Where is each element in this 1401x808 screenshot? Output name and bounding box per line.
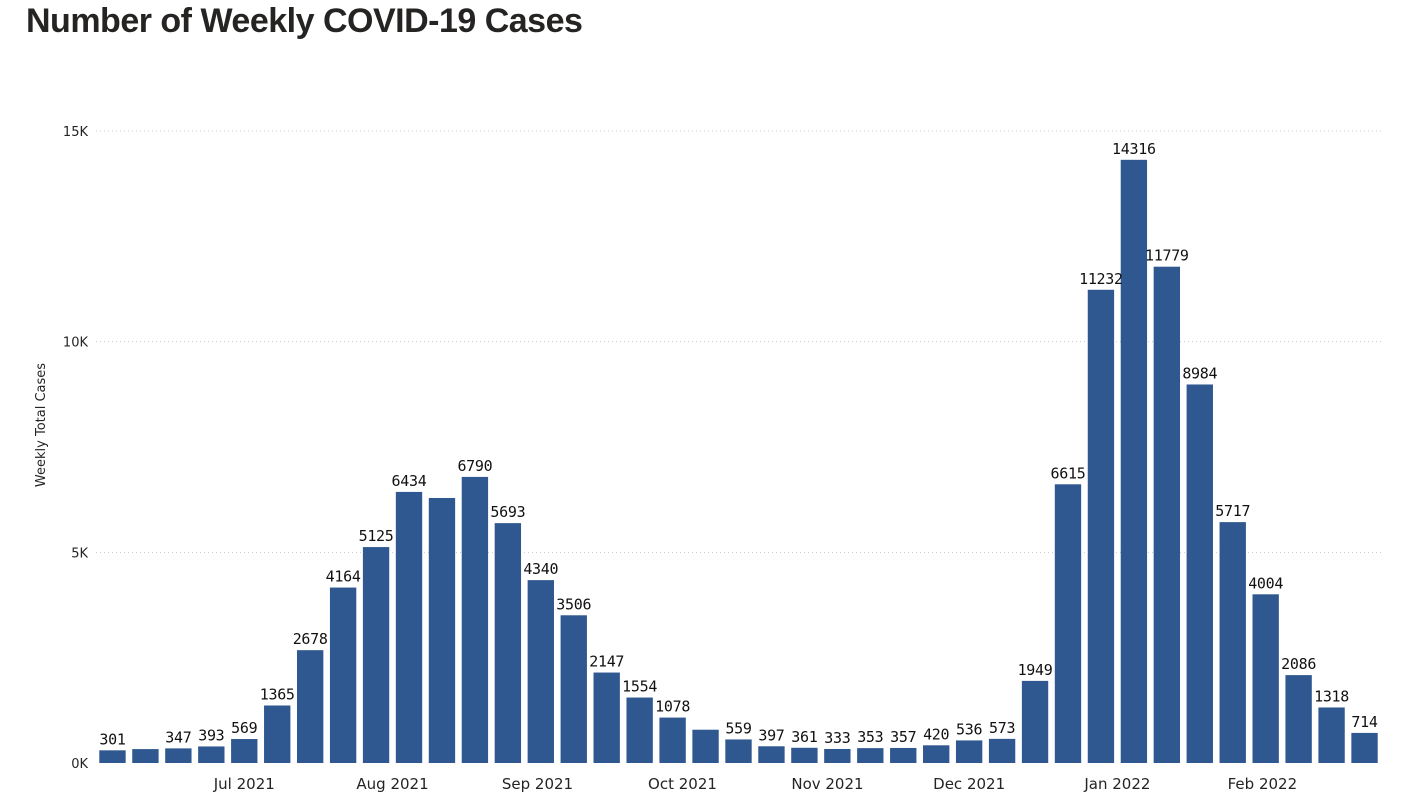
data-label: 420 (923, 725, 949, 743)
bar[interactable] (1021, 680, 1049, 763)
data-label: 4164 (326, 568, 361, 586)
bar[interactable] (1120, 159, 1148, 763)
bar[interactable] (527, 580, 554, 763)
bar[interactable] (923, 745, 950, 763)
data-label: 1318 (1314, 687, 1349, 705)
bars-group (99, 159, 1378, 763)
bar[interactable] (857, 748, 884, 763)
bar[interactable] (461, 476, 489, 763)
data-label: 559 (725, 719, 751, 737)
x-tick-label: Sep 2021 (502, 775, 573, 793)
bar[interactable] (329, 587, 357, 763)
data-label: 333 (824, 729, 850, 747)
data-label: 5717 (1215, 502, 1250, 520)
x-tick-label: Feb 2022 (1228, 775, 1298, 793)
data-label: 5693 (490, 503, 525, 521)
data-label: 11232 (1079, 270, 1123, 288)
y-axis-ticks: 0K 5K 10K 15K (63, 125, 89, 772)
bar[interactable] (1186, 384, 1213, 763)
x-tick-label: Dec 2021 (933, 775, 1005, 793)
bar[interactable] (1087, 289, 1115, 763)
data-label: 393 (198, 726, 224, 744)
bar[interactable] (955, 740, 983, 763)
x-tick-label: Jan 2022 (1083, 775, 1150, 793)
data-label: 4340 (523, 560, 558, 578)
bar[interactable] (362, 547, 390, 763)
y-axis-label: Weekly Total Cases (34, 363, 49, 487)
bar[interactable] (165, 748, 192, 763)
bar[interactable] (1219, 522, 1246, 763)
data-label: 6434 (392, 472, 427, 490)
data-label: 3506 (556, 595, 591, 613)
bar[interactable] (1285, 675, 1312, 763)
data-label: 714 (1351, 713, 1377, 731)
data-label: 14316 (1112, 140, 1156, 158)
data-label: 397 (758, 726, 784, 744)
data-label: 347 (165, 728, 191, 746)
y-tick-label: 15K (63, 125, 89, 140)
x-tick-label: Oct 2021 (648, 775, 717, 793)
data-label: 361 (791, 728, 817, 746)
bar[interactable] (725, 739, 752, 763)
x-tick-label: Aug 2021 (356, 775, 428, 793)
data-label: 2086 (1281, 655, 1316, 673)
bar[interactable] (231, 739, 258, 763)
bar[interactable] (296, 650, 324, 763)
data-label: 6615 (1051, 464, 1086, 482)
bar[interactable] (428, 497, 456, 763)
bar[interactable] (132, 749, 159, 763)
bar[interactable] (395, 491, 423, 763)
y-tick-label: 10K (63, 336, 89, 351)
data-label: 6790 (457, 457, 492, 475)
x-tick-label: Nov 2021 (791, 775, 863, 793)
y-tick-label: 0K (71, 757, 88, 772)
data-label: 2678 (293, 630, 328, 648)
bar[interactable] (593, 672, 620, 763)
data-label: 4004 (1248, 574, 1283, 592)
bar[interactable] (988, 738, 1016, 763)
bar[interactable] (198, 746, 225, 763)
bar[interactable] (791, 747, 818, 763)
bar[interactable] (99, 750, 126, 763)
bar[interactable] (1252, 594, 1279, 763)
data-label: 1078 (655, 698, 690, 716)
y-tick-label: 5K (71, 546, 88, 561)
bar[interactable] (1153, 266, 1181, 763)
bar[interactable] (824, 748, 851, 763)
data-label: 357 (890, 728, 916, 746)
bar[interactable] (264, 705, 291, 763)
data-label: 1949 (1018, 661, 1053, 679)
data-label: 301 (99, 730, 125, 748)
data-label: 536 (956, 720, 982, 738)
bar[interactable] (1318, 707, 1345, 763)
bar[interactable] (560, 615, 587, 763)
data-label: 569 (231, 719, 257, 737)
data-label: 11779 (1145, 247, 1189, 265)
bar[interactable] (890, 747, 917, 763)
data-label: 1365 (260, 685, 295, 703)
chart-title: Number of Weekly COVID-19 Cases (26, 2, 583, 40)
data-label: 8984 (1182, 364, 1217, 382)
bar[interactable] (1351, 732, 1378, 763)
data-label: 2147 (589, 653, 624, 671)
data-label: 1554 (622, 678, 657, 696)
data-label: 5125 (359, 527, 394, 545)
x-tick-label: Jul 2021 (213, 775, 275, 793)
bar[interactable] (1054, 484, 1082, 763)
bar[interactable] (659, 717, 686, 763)
bar[interactable] (758, 746, 785, 763)
data-label: 573 (989, 719, 1015, 737)
bar[interactable] (692, 729, 719, 763)
bar[interactable] (626, 697, 653, 763)
bar[interactable] (494, 523, 522, 763)
x-axis-ticks: Jul 2021 Aug 2021 Sep 2021 Oct 2021 Nov 2021… (213, 775, 1297, 793)
data-label: 353 (857, 728, 883, 746)
